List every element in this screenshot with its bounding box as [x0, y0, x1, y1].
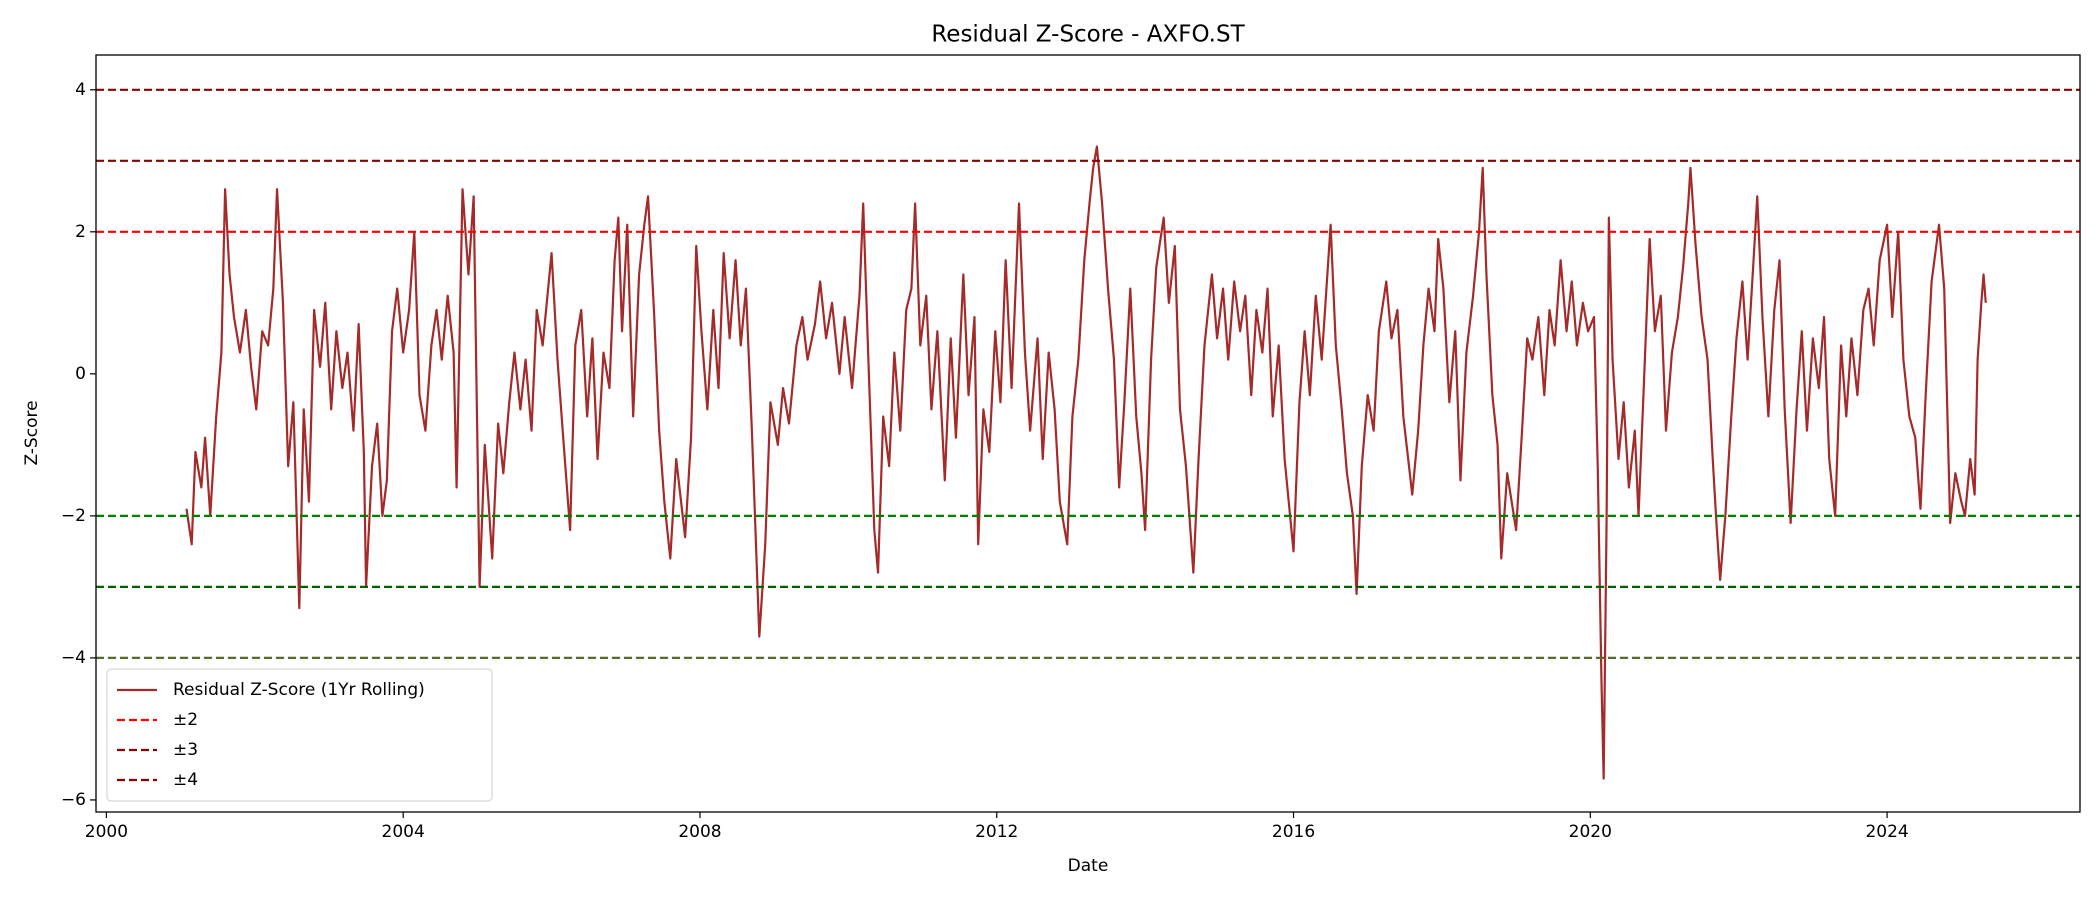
- x-tick-label: 2012: [975, 822, 1018, 842]
- x-tick-label: 2024: [1865, 822, 1908, 842]
- legend-label: ±3: [173, 740, 198, 760]
- y-tick-label: −6: [61, 790, 86, 810]
- y-tick-label: 4: [75, 80, 86, 100]
- z-score-line: [185, 145, 1987, 780]
- legend-label: Residual Z-Score (1Yr Rolling): [173, 680, 425, 700]
- legend: Residual Z-Score (1Yr Rolling) ±2 ±3 ±4: [106, 668, 493, 802]
- x-tick-label: 2004: [382, 822, 425, 842]
- x-tick-label: 2000: [85, 822, 128, 842]
- legend-label: ±2: [173, 710, 198, 730]
- plot-frame: [95, 54, 2081, 813]
- x-tick-label: 2016: [1272, 822, 1315, 842]
- x-tick-label: 2008: [678, 822, 721, 842]
- x-axis-label: Date: [1068, 856, 1109, 876]
- y-tick-label: −2: [61, 506, 86, 526]
- legend-box: [106, 668, 493, 802]
- y-tick-label: 2: [75, 222, 86, 242]
- y-axis-label: Z-Score: [22, 400, 42, 465]
- y-tick-label: 0: [75, 364, 86, 384]
- y-tick-label: −4: [61, 648, 86, 668]
- x-tick-label: 2020: [1569, 822, 1612, 842]
- chart-title: Residual Z-Score - AXFO.ST: [931, 22, 1245, 48]
- legend-label: ±4: [173, 770, 198, 790]
